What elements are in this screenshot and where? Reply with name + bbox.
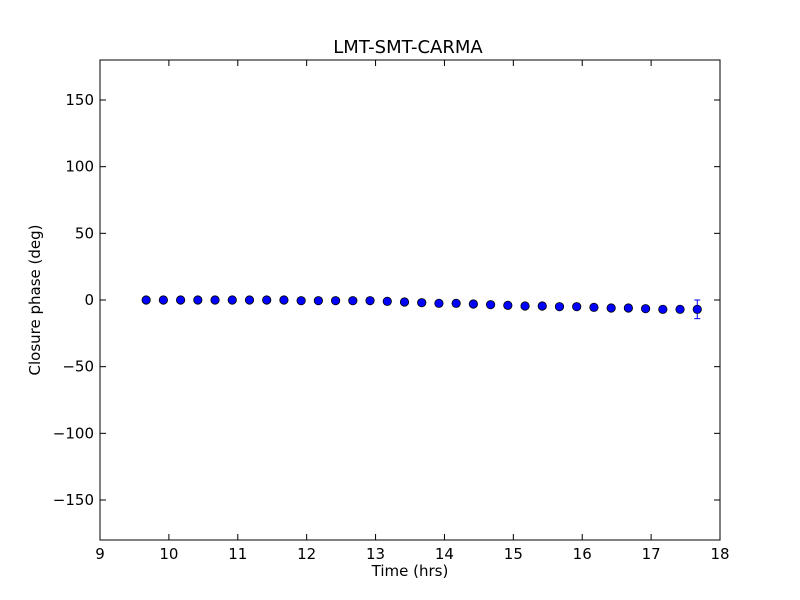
data-point: [262, 295, 272, 305]
data-point: [468, 299, 478, 309]
y-tick-label: −150: [53, 491, 94, 509]
data-point: [141, 295, 151, 305]
x-tick-label: 16: [573, 545, 592, 563]
data-point: [503, 300, 513, 310]
data-point: [537, 301, 547, 311]
chart-title: LMT-SMT-CARMA: [333, 37, 483, 58]
data-point: [434, 298, 444, 308]
y-tick-label: 100: [65, 158, 94, 176]
data-point: [279, 295, 289, 305]
data-point: [589, 302, 599, 312]
data-point: [520, 301, 530, 311]
x-tick-label: 14: [435, 545, 454, 563]
x-tick-label: 10: [159, 545, 178, 563]
data-point: [382, 296, 392, 306]
data-point: [158, 295, 168, 305]
data-point: [193, 295, 203, 305]
data-point: [485, 300, 496, 310]
x-tick-label: 12: [297, 545, 316, 563]
data-point: [640, 304, 651, 314]
data-point: [399, 297, 410, 307]
data-point: [554, 302, 565, 312]
data-point: [313, 296, 323, 306]
data-points: [141, 295, 702, 314]
data-point: [572, 302, 582, 312]
data-point: [451, 298, 461, 308]
data-point: [692, 304, 702, 314]
x-tick-label: 13: [366, 545, 385, 563]
data-point: [244, 295, 255, 305]
data-point: [210, 295, 220, 305]
y-axis-label: Closure phase (deg): [26, 225, 44, 376]
y-tick-label: 0: [84, 291, 94, 309]
data-point: [296, 296, 306, 306]
x-tick-label: 18: [710, 545, 729, 563]
y-tick-label: −50: [62, 358, 94, 376]
y-tick-label: 150: [65, 91, 94, 109]
y-axis-ticks: −150 −100 −50 0 50 100 150: [53, 91, 720, 509]
x-tick-label: 17: [642, 545, 661, 563]
plot-area-frame: [99, 59, 721, 541]
data-point: [330, 296, 341, 306]
x-tick-label: 9: [95, 545, 105, 563]
data-point: [658, 304, 668, 314]
y-tick-label: 50: [75, 224, 94, 242]
x-axis-label: Time (hrs): [371, 562, 449, 580]
x-tick-label: 11: [228, 545, 247, 563]
data-point: [227, 295, 237, 305]
data-point: [675, 304, 685, 314]
x-axis-ticks: 9 10 11 12 13 14 15 16 17 18: [95, 60, 730, 563]
y-tick-label: −100: [53, 424, 94, 442]
data-point: [176, 295, 186, 305]
data-point: [348, 296, 358, 306]
data-point: [365, 296, 375, 306]
x-tick-label: 15: [504, 545, 523, 563]
data-point: [417, 298, 427, 308]
data-point: [623, 303, 633, 313]
data-point: [606, 303, 616, 313]
